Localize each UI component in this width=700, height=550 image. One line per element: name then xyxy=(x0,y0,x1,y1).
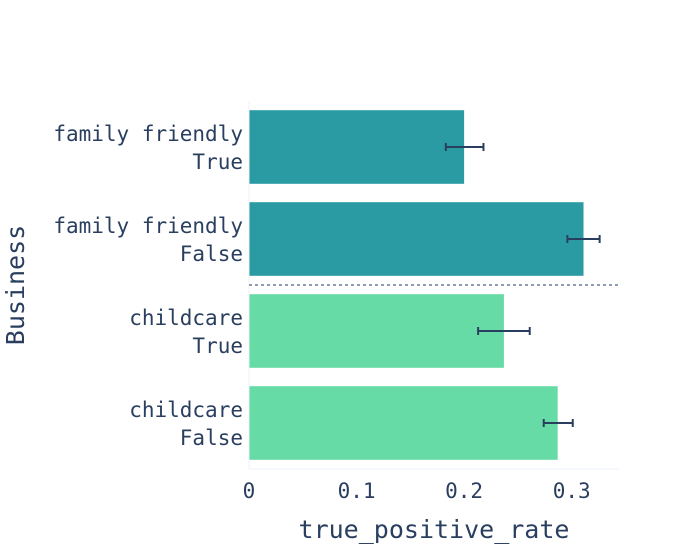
x-tick-labels: 0 0.1 0.2 0.3 xyxy=(243,479,591,503)
y-tick-label-line1: childcare xyxy=(129,306,243,330)
y-tick-label-line2: True xyxy=(192,150,243,174)
bar xyxy=(249,202,584,276)
x-tick-label: 0.1 xyxy=(338,479,376,503)
bars-layer xyxy=(249,110,584,460)
x-tick-label: 0 xyxy=(243,479,256,503)
bar xyxy=(249,294,504,368)
y-tick-label-line2: True xyxy=(192,334,243,358)
y-category-labels: family friendly True family friendly False c… xyxy=(53,122,243,450)
y-tick-label-line1: family friendly xyxy=(53,214,243,238)
x-axis-title: true_positive_rate xyxy=(299,515,570,544)
x-tick-label: 0.3 xyxy=(553,479,591,503)
y-tick-label-line2: False xyxy=(180,426,243,450)
y-tick-label-line2: False xyxy=(180,242,243,266)
y-axis-title: Business xyxy=(1,225,30,345)
bar xyxy=(249,386,558,460)
y-tick-label-line1: childcare xyxy=(129,398,243,422)
x-tick-label: 0.2 xyxy=(445,479,483,503)
bar xyxy=(249,110,465,184)
error-bars-layer xyxy=(444,143,601,427)
y-tick-label-line1: family friendly xyxy=(53,122,243,146)
